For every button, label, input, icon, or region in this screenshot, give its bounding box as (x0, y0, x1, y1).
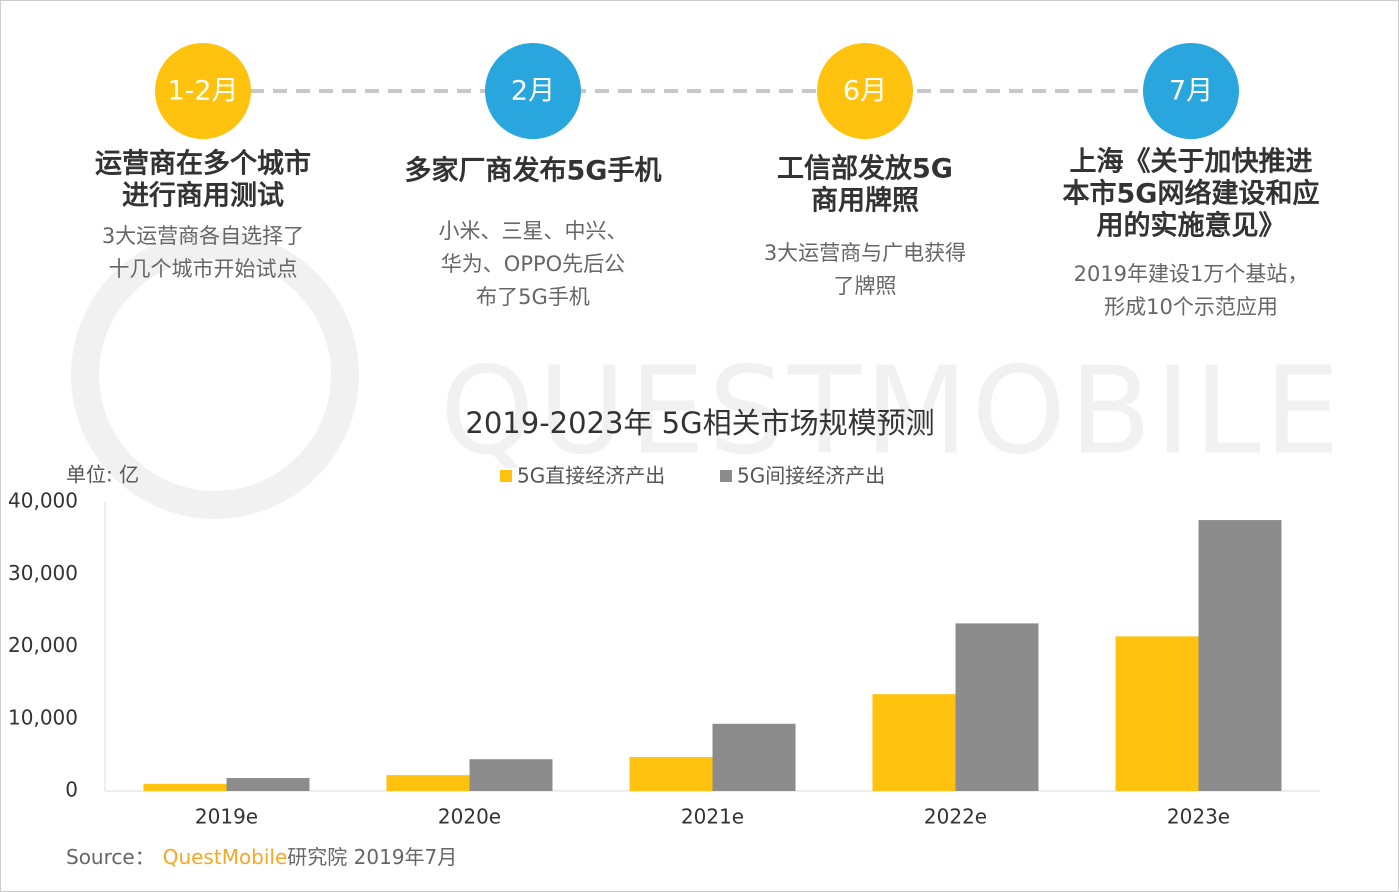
x-tick-label: 2023e (1167, 805, 1230, 829)
milestone-circle (155, 43, 251, 139)
bar (872, 694, 956, 791)
x-tick-label: 2019e (195, 805, 258, 829)
milestone-title: 商用牌照 (811, 186, 919, 217)
watermark-logo (71, 231, 359, 519)
milestone-desc: 小米、三星、中兴、 (439, 219, 628, 243)
milestone-desc: 十几个城市开始试点 (109, 257, 298, 281)
bar (955, 623, 1039, 791)
milestone-label: 7月 (1169, 76, 1213, 107)
milestone-title: 用的实施意见》 (1097, 210, 1286, 242)
milestone-circle (1143, 43, 1239, 139)
milestone-desc: 布了5G手机 (476, 285, 590, 309)
milestone-desc: 了牌照 (834, 274, 897, 298)
bar (1115, 636, 1199, 791)
milestone-desc: 形成10个示范应用 (1104, 295, 1278, 319)
y-tick-label: 20,000 (8, 633, 78, 657)
source-suffix: 研究院 2019年7月 (287, 845, 457, 869)
milestone-title: 上海《关于加快推进 (1070, 147, 1313, 178)
y-tick-label: 10,000 (8, 705, 78, 729)
legend-label: 5G直接经济产出 (517, 464, 665, 488)
milestone-label: 2月 (511, 76, 555, 107)
bar (386, 775, 470, 791)
unit-label: 单位: 亿 (66, 463, 139, 487)
bar (469, 759, 553, 791)
legend-swatch (720, 470, 732, 482)
milestone-title: 多家厂商发布5G手机 (405, 155, 662, 187)
bar (712, 723, 796, 791)
milestone-label: 1-2月 (167, 76, 238, 107)
source: Source： QuestMobile研究院 2019年7月 (66, 845, 457, 869)
legend-label: 5G间接经济产出 (737, 464, 885, 488)
milestone-desc: 华为、OPPO先后公 (441, 252, 625, 276)
x-tick-label: 2021e (681, 805, 744, 829)
source-prefix: Source： (66, 845, 155, 869)
milestone-title: 本市5G网络建设和应 (1063, 178, 1320, 210)
source-brand: QuestMobile (163, 845, 288, 869)
milestone-circle (485, 43, 581, 139)
legend-swatch (500, 470, 512, 482)
milestone-desc: 3大运营商与广电获得 (764, 241, 966, 265)
milestone-title: 工信部发放5G (777, 153, 953, 185)
x-tick-label: 2022e (924, 805, 987, 829)
y-tick-label: 0 (65, 778, 78, 802)
x-tick-label: 2020e (438, 805, 501, 829)
bar (629, 757, 713, 791)
milestone-title: 运营商在多个城市 (95, 148, 311, 180)
chart-title: 2019-2023年 5G相关市场规模预测 (465, 406, 934, 440)
milestone-title: 进行商用测试 (122, 180, 284, 212)
milestone-label: 6月 (843, 76, 887, 107)
bar (226, 777, 310, 791)
y-tick-label: 40,000 (8, 489, 78, 513)
milestone-desc: 2019年建设1万个基站， (1074, 262, 1309, 286)
milestone-circle (817, 43, 913, 139)
bar (1198, 520, 1282, 791)
watermark: QUESTMOBILE (440, 343, 1340, 482)
milestone-desc: 3大运营商各自选择了 (102, 224, 304, 248)
bar (143, 783, 227, 791)
y-tick-label: 30,000 (8, 561, 78, 585)
